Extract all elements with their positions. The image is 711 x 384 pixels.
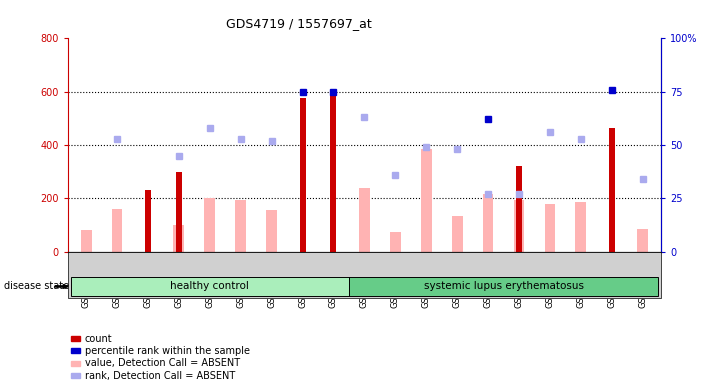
Text: systemic lupus erythematosus: systemic lupus erythematosus <box>424 281 584 291</box>
Bar <box>575 202 587 252</box>
Text: disease state: disease state <box>4 281 69 291</box>
Text: value, Detection Call = ABSENT: value, Detection Call = ABSENT <box>85 358 240 368</box>
Bar <box>145 190 151 252</box>
Bar <box>516 166 522 252</box>
Bar <box>112 209 122 252</box>
Bar <box>513 200 525 252</box>
Text: count: count <box>85 334 112 344</box>
Bar <box>235 200 246 252</box>
Bar <box>451 215 463 252</box>
Bar <box>609 127 615 252</box>
Bar <box>176 172 182 252</box>
Bar <box>299 98 306 252</box>
Bar <box>483 194 493 252</box>
Bar <box>390 232 401 252</box>
Bar <box>421 149 432 252</box>
Bar <box>331 92 336 252</box>
Text: percentile rank within the sample: percentile rank within the sample <box>85 346 250 356</box>
Bar <box>637 229 648 252</box>
Bar <box>204 198 215 252</box>
Bar <box>173 225 184 252</box>
Bar <box>545 204 555 252</box>
Bar <box>266 210 277 252</box>
Text: healthy control: healthy control <box>171 281 250 291</box>
Text: GDS4719 / 1557697_at: GDS4719 / 1557697_at <box>226 17 371 30</box>
Bar <box>80 230 92 252</box>
Bar <box>359 188 370 252</box>
Text: rank, Detection Call = ABSENT: rank, Detection Call = ABSENT <box>85 371 235 381</box>
